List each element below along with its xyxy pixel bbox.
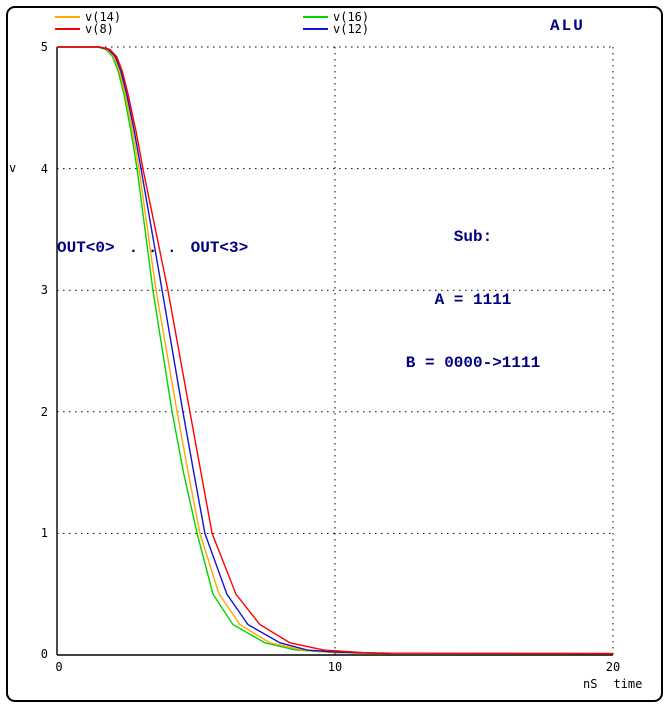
curve-v(8) bbox=[57, 46, 614, 655]
legend-label-v14: v(14) bbox=[85, 10, 122, 24]
grid-lines bbox=[57, 46, 614, 655]
sub-annotation-line3: B = 0000->1111 bbox=[405, 354, 541, 372]
y-tick-1: 1 bbox=[40, 526, 48, 540]
sub-annotation: Sub: A = 1111 B = 0000->1111 bbox=[394, 185, 552, 395]
x-axis-label: time bbox=[613, 677, 643, 691]
x-axis-unit: nS bbox=[583, 677, 598, 691]
y-axis-label: v bbox=[9, 161, 17, 175]
axis-lines bbox=[56, 47, 613, 656]
legend-swatch-v14 bbox=[55, 16, 80, 18]
x-tick-10: 10 bbox=[327, 660, 343, 674]
sub-annotation-line1: Sub: bbox=[453, 228, 493, 246]
sub-annotation-line2: A = 1111 bbox=[434, 291, 512, 309]
y-tick-4: 4 bbox=[40, 162, 48, 176]
legend-swatch-v12 bbox=[303, 28, 328, 30]
out-annotation-dots: . . . bbox=[128, 239, 177, 257]
x-axis-labels: nS time bbox=[583, 677, 642, 691]
x-tick-20: 20 bbox=[605, 660, 621, 674]
legend-label-v8: v(8) bbox=[85, 22, 114, 36]
x-tick-0: 0 bbox=[55, 660, 63, 674]
y-tick-3: 3 bbox=[40, 283, 48, 297]
legend-label-v16: v(16) bbox=[333, 10, 370, 24]
curve-v(12) bbox=[57, 46, 391, 655]
legend-label-v12: v(12) bbox=[333, 22, 370, 36]
y-tick-2: 2 bbox=[40, 405, 48, 419]
curve-v(16) bbox=[57, 46, 391, 655]
y-tick-5: 5 bbox=[40, 40, 48, 54]
out-annotation: OUT<0> . . . OUT<3> bbox=[57, 240, 248, 256]
out-annotation-left: OUT<0> bbox=[57, 239, 115, 257]
curve-group bbox=[57, 46, 614, 655]
legend-swatch-v8 bbox=[55, 28, 80, 30]
legend-swatch-v16 bbox=[303, 16, 328, 18]
y-tick-0: 0 bbox=[40, 647, 48, 661]
curve-v(14) bbox=[57, 46, 391, 655]
out-annotation-right: OUT<3> bbox=[190, 239, 249, 257]
plot-title: ALU bbox=[550, 17, 585, 35]
